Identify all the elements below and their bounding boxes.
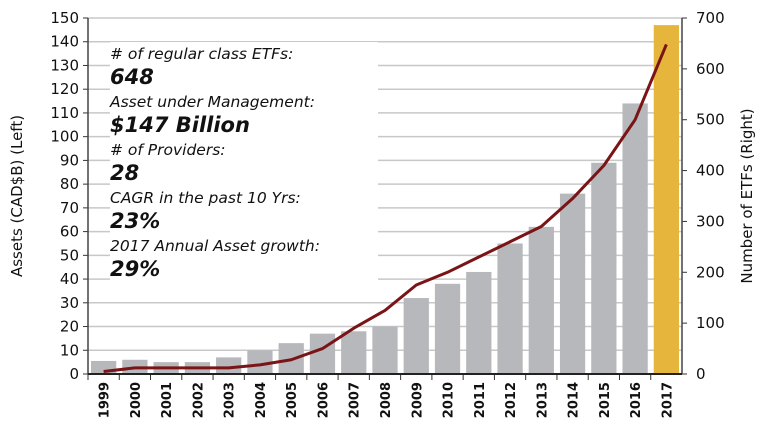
y-tick-label: 30 [60, 294, 79, 312]
x-tick-label: 2009 [410, 382, 425, 418]
y-tick-label: 0 [69, 365, 79, 383]
annotation-value: $147 Billion [110, 113, 250, 137]
y-tick-label: 110 [50, 104, 79, 122]
y2-tick-label: 100 [696, 314, 725, 332]
annotation-value: 648 [110, 65, 154, 89]
y-tick-label: 60 [60, 223, 79, 241]
x-tick-label: 2007 [348, 382, 363, 418]
bar [528, 226, 554, 374]
y-tick-label: 130 [50, 56, 79, 74]
x-tick-label: 2013 [535, 382, 550, 418]
bar [216, 357, 242, 374]
y2-tick-label: 700 [696, 9, 725, 27]
y2-tick-label: 500 [696, 111, 725, 129]
bar [497, 243, 523, 374]
y-tick-label: 20 [60, 318, 79, 336]
bar [559, 193, 586, 374]
annotation-value: 28 [110, 161, 140, 185]
y2-axis-label: Number of ETFs (Right) [738, 108, 756, 283]
summary-box: # of regular class ETFs: 648 Asset under… [110, 42, 378, 300]
x-tick-label: 2003 [223, 382, 238, 418]
y-tick-label: 100 [50, 128, 79, 146]
y2-tick-label: 600 [696, 60, 725, 78]
x-tick-label: 2014 [567, 382, 582, 418]
annotation-label: 2017 Annual Asset growth: [110, 237, 320, 255]
annotation-label: # of Providers: [110, 141, 226, 159]
x-tick-label: 2002 [191, 382, 206, 418]
bar [403, 298, 429, 374]
y-axis-label: Assets (CAD$B) (Left) [8, 115, 26, 277]
y-tick-label: 120 [50, 80, 79, 98]
y-tick-label: 150 [50, 9, 79, 27]
x-tick-label: 2005 [285, 382, 300, 418]
bar [309, 333, 336, 374]
y2-tick-label: 0 [696, 365, 706, 383]
bar [91, 360, 117, 374]
bar [591, 162, 617, 374]
bar [434, 283, 461, 374]
bar [466, 271, 492, 374]
x-tick-label: 2015 [598, 382, 613, 418]
y-tick-label: 70 [60, 199, 79, 217]
annotation-label: # of regular class ETFs: [110, 45, 294, 63]
annotation-label: Asset under Management: [110, 93, 315, 111]
y-tick-label: 80 [60, 175, 79, 193]
x-tick-label: 2010 [442, 382, 457, 418]
y-tick-label: 10 [60, 341, 79, 359]
x-tick-label: 1999 [98, 382, 113, 418]
x-tick-label: 2006 [316, 382, 331, 418]
bar [247, 350, 273, 374]
bar [341, 331, 367, 374]
x-tick-label: 2012 [504, 382, 519, 418]
annotation-value: 29% [110, 257, 161, 281]
annotation-value: 23% [110, 209, 161, 233]
y2-tick-label: 200 [696, 263, 725, 281]
x-tick-label: 2001 [160, 382, 175, 418]
bar [622, 103, 648, 374]
x-tick-label: 2011 [473, 382, 488, 418]
x-tick-label: 2004 [254, 382, 269, 418]
y2-tick-label: 300 [696, 212, 725, 230]
y-tick-label: 40 [60, 270, 79, 288]
y-tick-label: 90 [60, 151, 79, 169]
annotation-label: CAGR in the past 10 Yrs: [110, 189, 301, 207]
x-tick-label: 2017 [660, 382, 675, 418]
x-tick-label: 2000 [129, 382, 144, 418]
x-tick-label: 2008 [379, 382, 394, 418]
bar [372, 326, 398, 374]
x-tick-label: 2016 [629, 382, 644, 418]
bar [653, 25, 679, 375]
y2-tick-label: 400 [696, 162, 725, 180]
y-tick-label: 50 [60, 246, 79, 264]
y-tick-label: 140 [50, 33, 79, 51]
